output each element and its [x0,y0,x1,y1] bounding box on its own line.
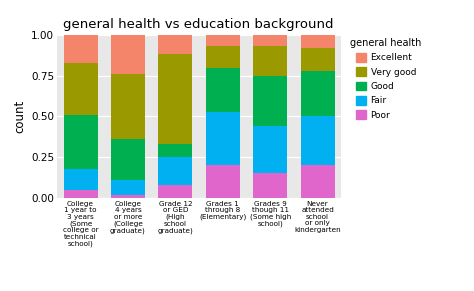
Bar [206,68,240,111]
Bar [111,195,145,198]
Legend: Excellent, Very good, Good, Fair, Poor: Excellent, Very good, Good, Fair, Poor [349,36,424,122]
Bar [64,168,98,190]
Bar [206,35,240,46]
Bar [253,173,287,198]
Bar [158,157,192,185]
Bar [253,126,287,173]
Bar [158,54,192,144]
Bar [206,165,240,198]
Bar [111,35,145,74]
Bar [64,190,98,198]
Bar [301,165,335,198]
Bar [111,74,145,139]
Bar [253,76,287,126]
Bar [111,139,145,180]
Bar [253,35,287,46]
Bar [158,185,192,198]
Bar [301,71,335,116]
Bar [64,63,98,115]
Bar [64,115,98,168]
Bar [301,116,335,165]
Bar [206,46,240,68]
Bar [206,111,240,165]
Bar [158,35,192,54]
Bar [301,48,335,71]
Bar [158,144,192,157]
Bar [64,35,98,63]
Y-axis label: count: count [14,100,27,133]
Bar [111,180,145,195]
Bar [301,35,335,48]
Bar [253,46,287,76]
Text: general health vs education background: general health vs education background [63,18,333,31]
